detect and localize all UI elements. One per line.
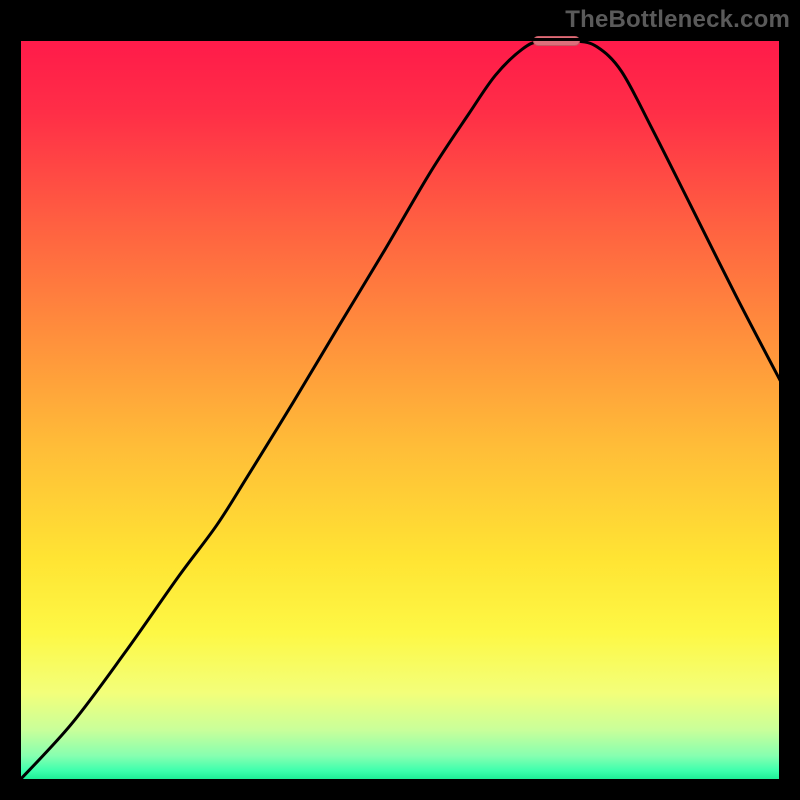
minimum-marker	[533, 36, 580, 46]
bottleneck-curve	[18, 38, 782, 782]
watermark-label: TheBottleneck.com	[565, 6, 790, 34]
plot-area	[18, 38, 782, 782]
chart-container: TheBottleneck.com	[0, 0, 800, 800]
